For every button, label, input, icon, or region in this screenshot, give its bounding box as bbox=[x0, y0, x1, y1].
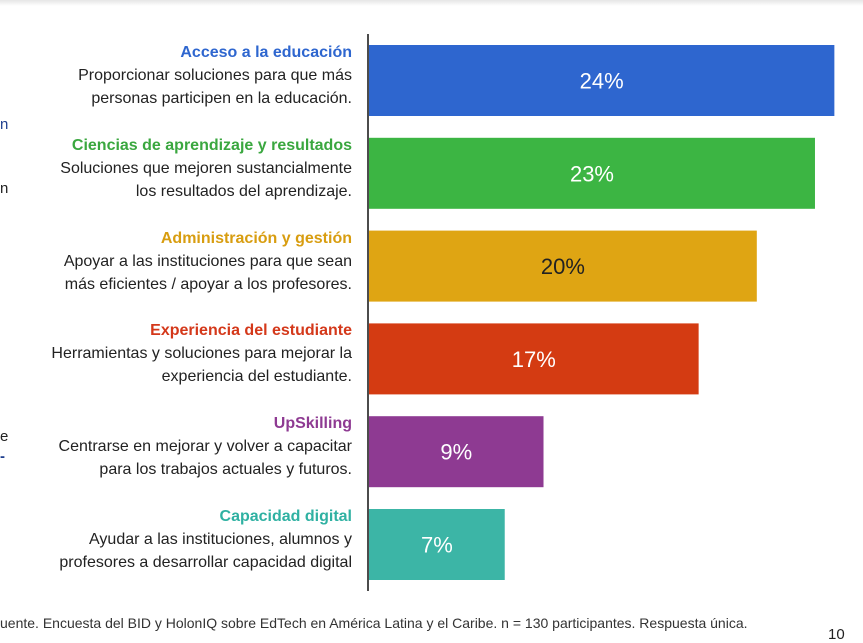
bar-value-label: 24% bbox=[580, 69, 624, 94]
bar-value-label: 9% bbox=[440, 440, 472, 465]
category-description: más eficientes / apoyar a los profesores… bbox=[64, 275, 352, 293]
bar-value-label: 17% bbox=[512, 347, 556, 372]
category-description: Apoyar a las instituciones para que sean bbox=[63, 252, 352, 270]
category-title: Ciencias de aprendizaje y resultados bbox=[71, 136, 352, 154]
category-description: profesores a desarrollar capacidad digit… bbox=[59, 554, 352, 571]
category-description: Centrarse en mejorar y volver a capacita… bbox=[58, 438, 352, 456]
category-description: Proporcionar soluciones para que más bbox=[78, 67, 352, 84]
edge-fragment: n bbox=[0, 116, 9, 133]
category-description: personas participen en la educación. bbox=[91, 90, 352, 107]
category-title: Capacidad digital bbox=[219, 508, 352, 525]
top-shadow bbox=[0, 0, 863, 6]
category-title: UpSkilling bbox=[273, 415, 352, 433]
bar bbox=[369, 323, 699, 395]
edge-fragment: e bbox=[0, 428, 9, 445]
category-description: Ayudar a las instituciones, alumnos y bbox=[89, 531, 352, 548]
category-description: para los trabajos actuales y futuros. bbox=[99, 461, 352, 479]
category-description: experiencia del estudiante. bbox=[161, 368, 352, 386]
category-title: Experiencia del estudiante bbox=[150, 322, 352, 340]
bar bbox=[369, 230, 757, 302]
category-title: Administración y gestión bbox=[160, 229, 352, 247]
bar-value-label: 7% bbox=[421, 533, 453, 558]
category-label-block: Experiencia del estudiante Herramientas y… bbox=[7, 320, 352, 388]
edge-fragment: - bbox=[0, 448, 5, 465]
category-description: Soluciones que mejoren sustancialmente bbox=[60, 159, 352, 177]
category-description: los resultados del aprendizaje. bbox=[135, 182, 352, 200]
bar bbox=[369, 137, 815, 209]
category-label-block: Acceso a la educación Proporcionar soluci… bbox=[7, 42, 352, 110]
source-note: uente. Encuesta del BID y HolonIQ sobre … bbox=[0, 615, 748, 631]
category-label-block: UpSkilling Centrarse en mejorar y volver … bbox=[7, 413, 352, 481]
category-description: Herramientas y soluciones para mejorar l… bbox=[51, 345, 352, 363]
bar bbox=[369, 416, 544, 488]
category-title: Acceso a la educación bbox=[180, 44, 352, 61]
bar-value-label: 23% bbox=[570, 161, 614, 186]
bar-value-label: 20% bbox=[541, 254, 585, 279]
bar bbox=[369, 45, 835, 116]
category-label-block: Ciencias de aprendizaje y resultados Solu… bbox=[7, 135, 352, 203]
edge-fragment: n bbox=[0, 180, 9, 197]
category-label-block: Administración y gestión Apoyar a las ins… bbox=[7, 228, 352, 296]
bar bbox=[369, 509, 505, 580]
category-label-block: Capacidad digital Ayudar a las institucio… bbox=[7, 506, 352, 574]
